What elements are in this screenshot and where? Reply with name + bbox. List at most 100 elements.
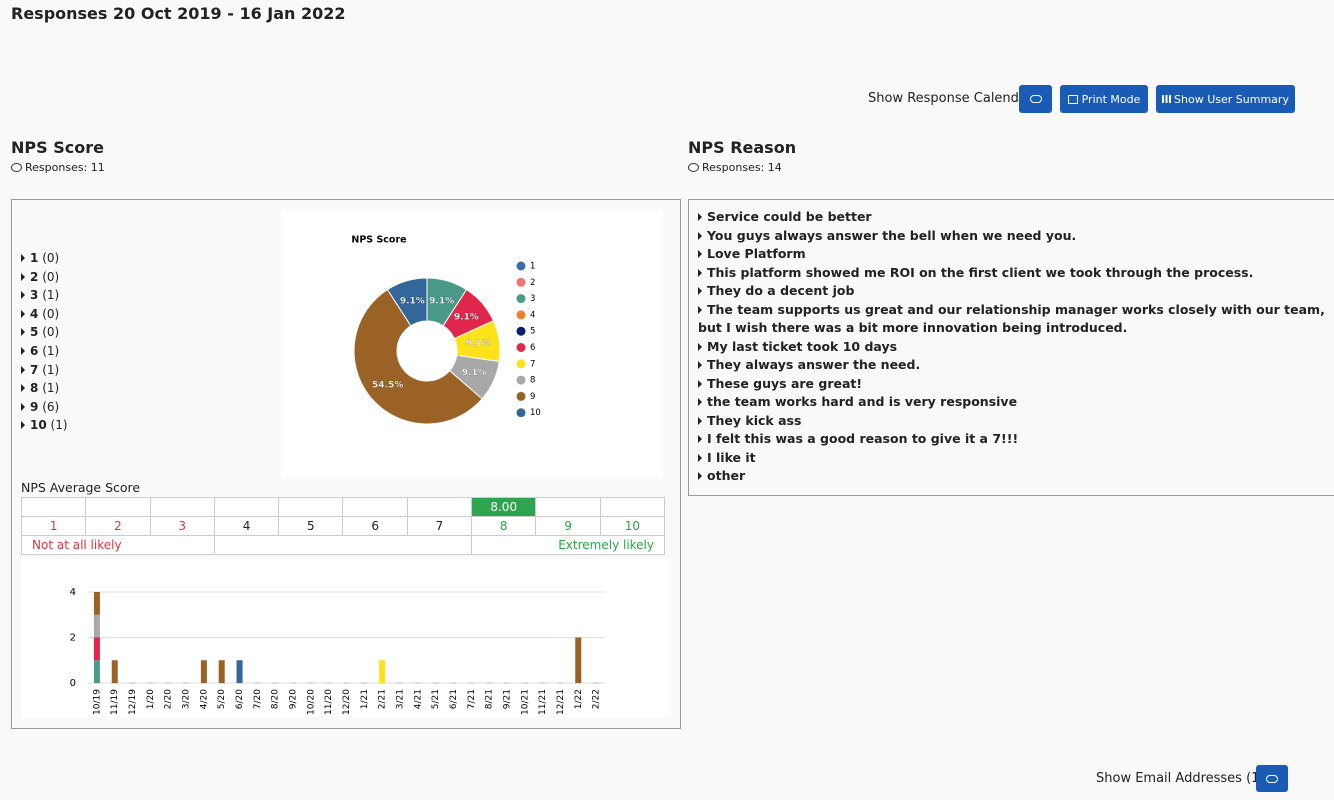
bar-segment bbox=[575, 637, 582, 683]
x-tick-label: 10/19 bbox=[92, 689, 102, 715]
bar-segment bbox=[93, 592, 100, 615]
donut-slice bbox=[386, 277, 428, 327]
caret bbox=[698, 268, 702, 277]
legend-label: 6 bbox=[530, 343, 535, 353]
score-item: 8 (1) bbox=[21, 381, 59, 395]
x-tick-label: 12/21 bbox=[556, 689, 566, 715]
caret bbox=[698, 361, 702, 369]
x-tick-label: 1/20 bbox=[146, 689, 156, 709]
x-tick-label: 11/20 bbox=[324, 689, 334, 715]
reason-text: The team supports us great and our relat… bbox=[698, 301, 1325, 336]
x-tick-label: 1/21 bbox=[360, 689, 370, 709]
slice-label: 9.1% bbox=[466, 339, 491, 349]
legend-marker bbox=[516, 343, 526, 352]
legend-marker bbox=[516, 359, 526, 369]
legend-label: 8 bbox=[530, 376, 535, 386]
calendar-toggle[interactable] bbox=[1019, 85, 1052, 113]
caret bbox=[698, 398, 702, 406]
reason-text: Service could be better bbox=[707, 209, 872, 224]
score-item-label: 4 bbox=[30, 306, 39, 321]
caret bbox=[698, 416, 702, 425]
score-item-label: 1 bbox=[30, 251, 39, 265]
reason-item: other bbox=[689, 467, 1334, 486]
reason-responses: Responses: 14 bbox=[688, 161, 782, 174]
bar-segment bbox=[93, 637, 100, 661]
average-table: 8.00 1 2 3 4 5 6 7 8 9 10 Not at all likely Extreme… bbox=[20, 497, 666, 555]
score-item-count: (0) bbox=[42, 325, 60, 340]
legend-label: 10 bbox=[530, 408, 541, 418]
score-item: 2 (0) bbox=[21, 270, 59, 284]
reason-item: I like it bbox=[689, 449, 1334, 468]
average-cell bbox=[535, 497, 601, 517]
reason-text: the team works hard and is very responsi… bbox=[707, 394, 1018, 409]
reason-text: You guys always answer the bell when we … bbox=[707, 227, 1077, 243]
bar-card: 0 2 4 10/19 11/19 12/19 1/20 2/20 3/20 4/20 5/20 6/… bbox=[21, 559, 671, 718]
x-tick-label: 8/21 bbox=[485, 689, 495, 709]
x-tick-label: 9/21 bbox=[502, 689, 512, 709]
caret bbox=[21, 384, 25, 393]
score-item-label: 7 bbox=[30, 362, 39, 377]
caret bbox=[21, 365, 25, 374]
caret bbox=[21, 254, 25, 262]
reason-item: This platform showed me ROI on the first… bbox=[689, 264, 1334, 283]
reason-item: You guys always answer the bell when we … bbox=[689, 227, 1334, 246]
legend-marker bbox=[516, 408, 526, 418]
email-toggle[interactable] bbox=[1256, 765, 1288, 792]
score-item-count: (6) bbox=[42, 399, 60, 414]
slice-label: 9.1% bbox=[400, 297, 425, 307]
caret bbox=[21, 328, 25, 337]
score-item-label: 10 bbox=[30, 418, 47, 433]
x-tick-label: 6/20 bbox=[235, 689, 245, 709]
scale-cell: 4 bbox=[213, 516, 280, 536]
x-tick-label: 4/21 bbox=[413, 689, 423, 709]
x-tick-label: 6/21 bbox=[449, 689, 459, 709]
average-cell bbox=[213, 497, 280, 517]
x-tick-label: 2/22 bbox=[592, 689, 602, 709]
reason-item: These guys are great! bbox=[689, 375, 1334, 394]
x-tick-label: 9/20 bbox=[289, 689, 299, 709]
score-item: 3 (1) bbox=[21, 288, 59, 302]
x-tick-label: 2/20 bbox=[164, 689, 174, 709]
scale-cell: 6 bbox=[342, 516, 408, 536]
user-summary-button[interactable]: Show User Summary bbox=[1156, 85, 1295, 113]
donut-slice bbox=[353, 288, 483, 425]
caret bbox=[21, 347, 25, 355]
print-mode-button[interactable]: Print Mode bbox=[1060, 85, 1148, 113]
legend-label: 7 bbox=[530, 359, 535, 369]
caret bbox=[698, 379, 702, 388]
reason-text: They always answer the need. bbox=[707, 357, 921, 372]
reason-item: Love Platform bbox=[689, 245, 1334, 264]
legend-marker bbox=[516, 261, 526, 271]
caret bbox=[21, 309, 25, 318]
slice-label: 9.1% bbox=[429, 297, 454, 307]
average-cell bbox=[149, 497, 215, 517]
scale-cell: 5 bbox=[278, 516, 344, 536]
x-tick-label: 4/20 bbox=[199, 689, 209, 709]
legend-label: 1 bbox=[530, 262, 535, 272]
score-item: 6 (1) bbox=[21, 344, 59, 358]
score-title: NPS Score bbox=[11, 138, 104, 157]
caret bbox=[21, 272, 25, 281]
score-item-count: (0) bbox=[42, 306, 60, 321]
score-item-count: (1) bbox=[42, 288, 60, 303]
user-summary-label: Show User Summary bbox=[1174, 92, 1289, 106]
slice-label: 9.1% bbox=[462, 368, 487, 378]
average-cell bbox=[278, 497, 344, 517]
caret bbox=[698, 342, 702, 351]
high-label: Extremely likely bbox=[471, 535, 665, 555]
score-panel bbox=[11, 199, 681, 729]
caret bbox=[21, 291, 25, 300]
x-tick-label: 12/19 bbox=[128, 689, 138, 715]
reason-item: Service could be better bbox=[689, 208, 1334, 227]
x-tick-label: 11/19 bbox=[110, 689, 120, 715]
caret bbox=[698, 213, 702, 221]
bar-segment bbox=[93, 614, 100, 638]
x-tick-label: 11/21 bbox=[538, 689, 548, 715]
bar-segment bbox=[379, 660, 386, 683]
reason-text: My last ticket took 10 days bbox=[707, 338, 898, 354]
donut-chart: NPS Score 1 2 9.1% 3 4 5 9.1% 6 9.1% 7 9.1% 8 54.5% 9… bbox=[351, 235, 541, 425]
average-cell: 8.00 bbox=[471, 497, 537, 517]
slice-label: 9.1% bbox=[454, 312, 479, 322]
calendar-label: Show Response Calendar bbox=[868, 91, 1033, 106]
